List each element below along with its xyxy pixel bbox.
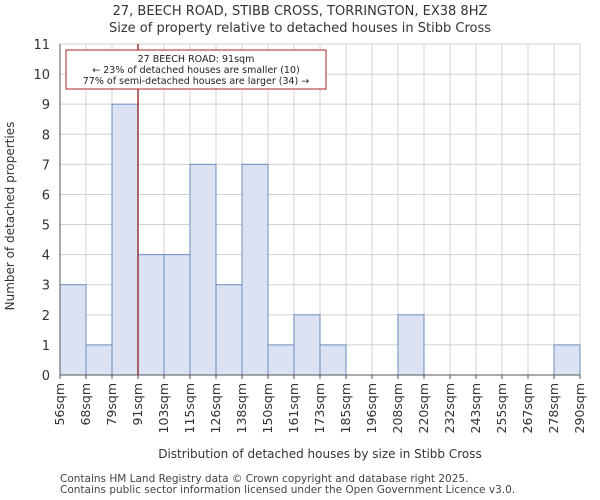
y-tick-label: 3 xyxy=(42,279,50,294)
x-tick-label: 79sqm xyxy=(104,383,119,426)
x-tick-label: 232sqm xyxy=(442,383,457,433)
x-tick-label: 185sqm xyxy=(338,383,353,433)
y-axis-label: Number of detached properties xyxy=(3,122,17,311)
x-tick-label: 68sqm xyxy=(78,383,93,426)
x-tick-label: 208sqm xyxy=(390,383,405,433)
y-tick-labels: 0 1 2 3 4 5 6 7 8 9 10 11 xyxy=(33,38,50,384)
y-tick-label: 11 xyxy=(33,38,50,53)
annotation-frame xyxy=(65,49,327,90)
bar-103sqm xyxy=(163,254,191,376)
x-tick-label: 255sqm xyxy=(494,383,509,433)
y-tick-label: 0 xyxy=(42,369,50,384)
bars xyxy=(59,103,581,376)
bar-208sqm xyxy=(397,314,425,376)
bar-56sqm xyxy=(59,284,87,376)
y-tick-label: 1 xyxy=(42,339,50,354)
x-tick-label: 56sqm xyxy=(52,383,67,426)
annotation-line3: 77% of semi-detached houses are larger (… xyxy=(83,76,310,87)
x-tick-label: 173sqm xyxy=(312,383,327,433)
bar-126sqm xyxy=(215,284,243,376)
x-tick-label: 150sqm xyxy=(260,383,275,433)
bar-91sqm xyxy=(137,254,165,376)
x-tick-label: 115sqm xyxy=(182,383,197,433)
y-tick-label: 10 xyxy=(33,68,50,83)
y-tick-label: 7 xyxy=(42,158,50,173)
x-tick-label: 138sqm xyxy=(234,383,249,433)
annotation-line2: ← 23% of detached houses are smaller (10… xyxy=(92,65,299,76)
footer-copyright: Contains HM Land Registry data © Crown c… xyxy=(60,473,469,485)
axes xyxy=(59,44,581,379)
bar-150sqm xyxy=(267,344,295,376)
x-tick-label: 290sqm xyxy=(572,383,587,433)
y-tick-label: 9 xyxy=(42,98,50,113)
footer-licence: Contains public sector information licen… xyxy=(60,484,516,496)
bar-278sqm xyxy=(553,344,581,376)
x-tick-label: 196sqm xyxy=(364,383,379,433)
annotation-box: 27 BEECH ROAD: 91sqm← 23% of detached ho… xyxy=(65,49,327,90)
x-tick-label: 103sqm xyxy=(156,383,171,433)
y-tick-label: 2 xyxy=(42,309,50,324)
x-axis-label: Distribution of detached houses by size … xyxy=(158,447,482,461)
histogram-chart: 0 1 2 3 4 5 6 7 8 9 10 11 56sqm 68sqm 79sqm 91sqm 103sq… xyxy=(3,38,587,461)
x-tick-label: 267sqm xyxy=(520,383,535,433)
x-tick-label: 91sqm xyxy=(130,383,145,426)
y-tick-label: 4 xyxy=(42,249,50,264)
bar-115sqm xyxy=(189,163,217,376)
bar-68sqm xyxy=(85,344,113,376)
annotation-line1: 27 BEECH ROAD: 91sqm xyxy=(138,54,255,65)
x-tick-label: 243sqm xyxy=(468,383,483,433)
x-tick-label: 161sqm xyxy=(286,383,301,433)
chart-subtitle: Size of property relative to detached ho… xyxy=(108,21,492,36)
bar-161sqm xyxy=(293,314,321,376)
x-tick-label: 278sqm xyxy=(546,383,561,433)
y-tick-label: 6 xyxy=(42,188,50,203)
bar-79sqm xyxy=(111,103,139,376)
x-tick-label: 220sqm xyxy=(416,383,431,433)
y-tick-label: 5 xyxy=(42,219,50,234)
x-tick-label: 126sqm xyxy=(208,383,223,433)
bar-138sqm xyxy=(241,163,269,376)
bar-173sqm xyxy=(319,344,347,376)
chart-title: 27, BEECH ROAD, STIBB CROSS, TORRINGTON,… xyxy=(112,4,488,19)
x-tick-labels: 56sqm 68sqm 79sqm 91sqm 103sqm 115sqm 126sqm 13… xyxy=(52,383,587,433)
y-tick-label: 8 xyxy=(42,128,50,143)
